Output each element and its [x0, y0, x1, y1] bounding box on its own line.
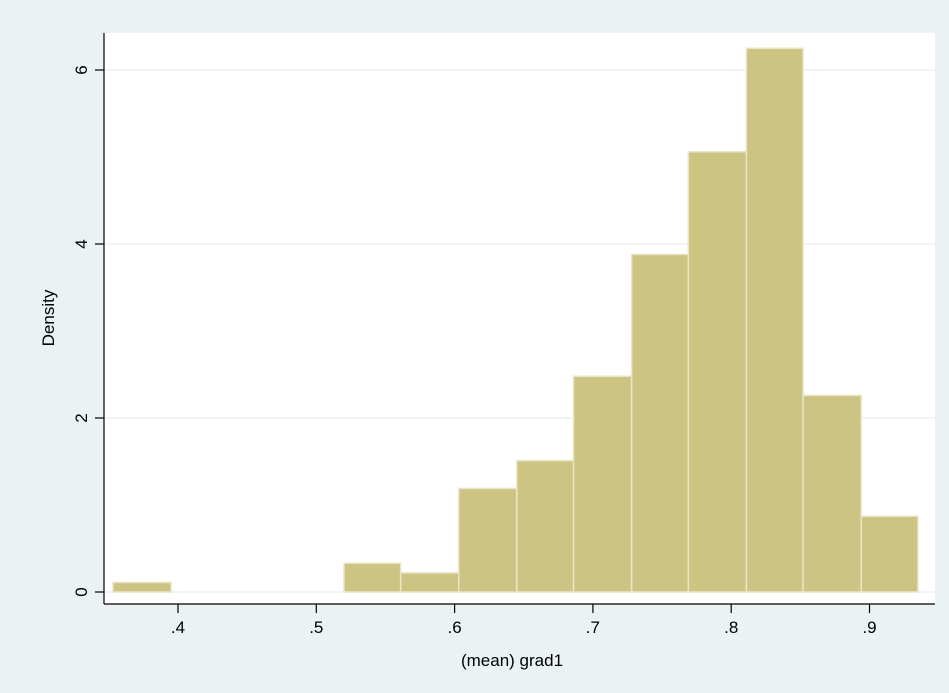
- y-tick-label-3: 6: [72, 65, 91, 74]
- histogram-bar-7: [516, 459, 575, 593]
- histogram-bar-8: [572, 375, 633, 593]
- y-tick-label-0: 0: [72, 587, 91, 596]
- histogram-bar-5: [399, 572, 460, 593]
- histogram-bar-9: [630, 253, 690, 593]
- histogram-bars: [112, 47, 919, 593]
- histogram-bar-0: [112, 581, 172, 593]
- x-tick-label-0: .4: [171, 618, 185, 637]
- histogram-bar-13: [860, 515, 919, 593]
- x-tick-label-5: .9: [862, 618, 876, 637]
- x-axis-ticks: .4 .5 .6 .7 .8 .9: [171, 604, 877, 637]
- y-tick-label-1: 2: [72, 413, 91, 422]
- axes: [103, 33, 935, 605]
- histogram-bar-12: [802, 394, 862, 593]
- x-tick-label-2: .6: [448, 618, 462, 637]
- x-tick-label-4: .8: [724, 618, 738, 637]
- y-tick-label-2: 4: [72, 239, 91, 248]
- x-tick-label-1: .5: [309, 618, 323, 637]
- y-axis-title: Density: [39, 289, 58, 346]
- x-axis-title: (mean) grad1: [461, 651, 563, 670]
- histogram-bar-6: [457, 487, 518, 593]
- histogram-bar-10: [687, 151, 748, 593]
- histogram-bar-11: [745, 47, 804, 593]
- x-tick-label-3: .7: [586, 618, 600, 637]
- y-axis-ticks: 0 2 4 6: [72, 65, 104, 597]
- histogram-bar-4: [343, 562, 402, 593]
